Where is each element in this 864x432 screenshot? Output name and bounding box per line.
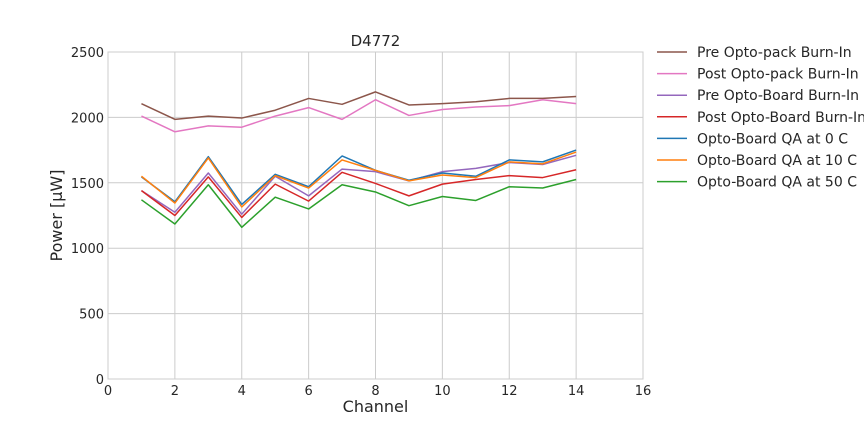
legend: Pre Opto-pack Burn-In Post Opto-pack Burn… [657,45,864,191]
y-tick-label: 2500 [71,46,104,61]
legend-label: Pre Opto-pack Burn-In [697,45,852,61]
legend-label: Post Opto-pack Burn-In [697,67,859,83]
y-tick-label: 500 [79,308,104,323]
legend-label: Pre Opto-Board Burn-In [697,88,859,104]
x-tick-label: 0 [104,384,112,399]
x-tick-label: 2 [171,384,179,399]
series-line [140,149,577,206]
plot-frame [107,51,644,380]
x-tick-label: 8 [371,384,379,399]
x-tick-labels: 0 2 4 6 8 10 12 14 16 [104,384,651,399]
series-line [141,178,577,229]
series-line [141,91,577,121]
series-line [140,168,577,219]
series-line [141,154,577,215]
series-lines [140,91,577,229]
x-tick-label: 6 [304,384,312,399]
x-tick-label: 12 [501,384,518,399]
legend-label: Post Opto-Board Burn-In [697,110,864,126]
x-axis-label: Channel [343,397,409,416]
legend-label: Opto-Board QA at 10 C [697,153,857,169]
legend-label: Opto-Board QA at 50 C [697,175,857,191]
x-tick-label: 14 [568,384,585,399]
x-tick-label: 10 [434,384,451,399]
series-line [140,151,577,208]
y-axis-label: Power [μW] [47,170,66,262]
legend-label: Opto-Board QA at 0 C [697,131,848,147]
chart-title: D4772 [351,32,401,50]
y-tick-label: 1000 [71,242,104,257]
y-tick-labels: 0 500 1000 1500 2000 2500 [71,46,104,388]
x-tick-label: 16 [635,384,652,399]
y-tick-label: 1500 [71,177,104,192]
x-tick-label: 4 [238,384,246,399]
y-tick-label: 0 [96,373,104,388]
y-tick-label: 2000 [71,111,104,126]
series-line [141,98,577,133]
